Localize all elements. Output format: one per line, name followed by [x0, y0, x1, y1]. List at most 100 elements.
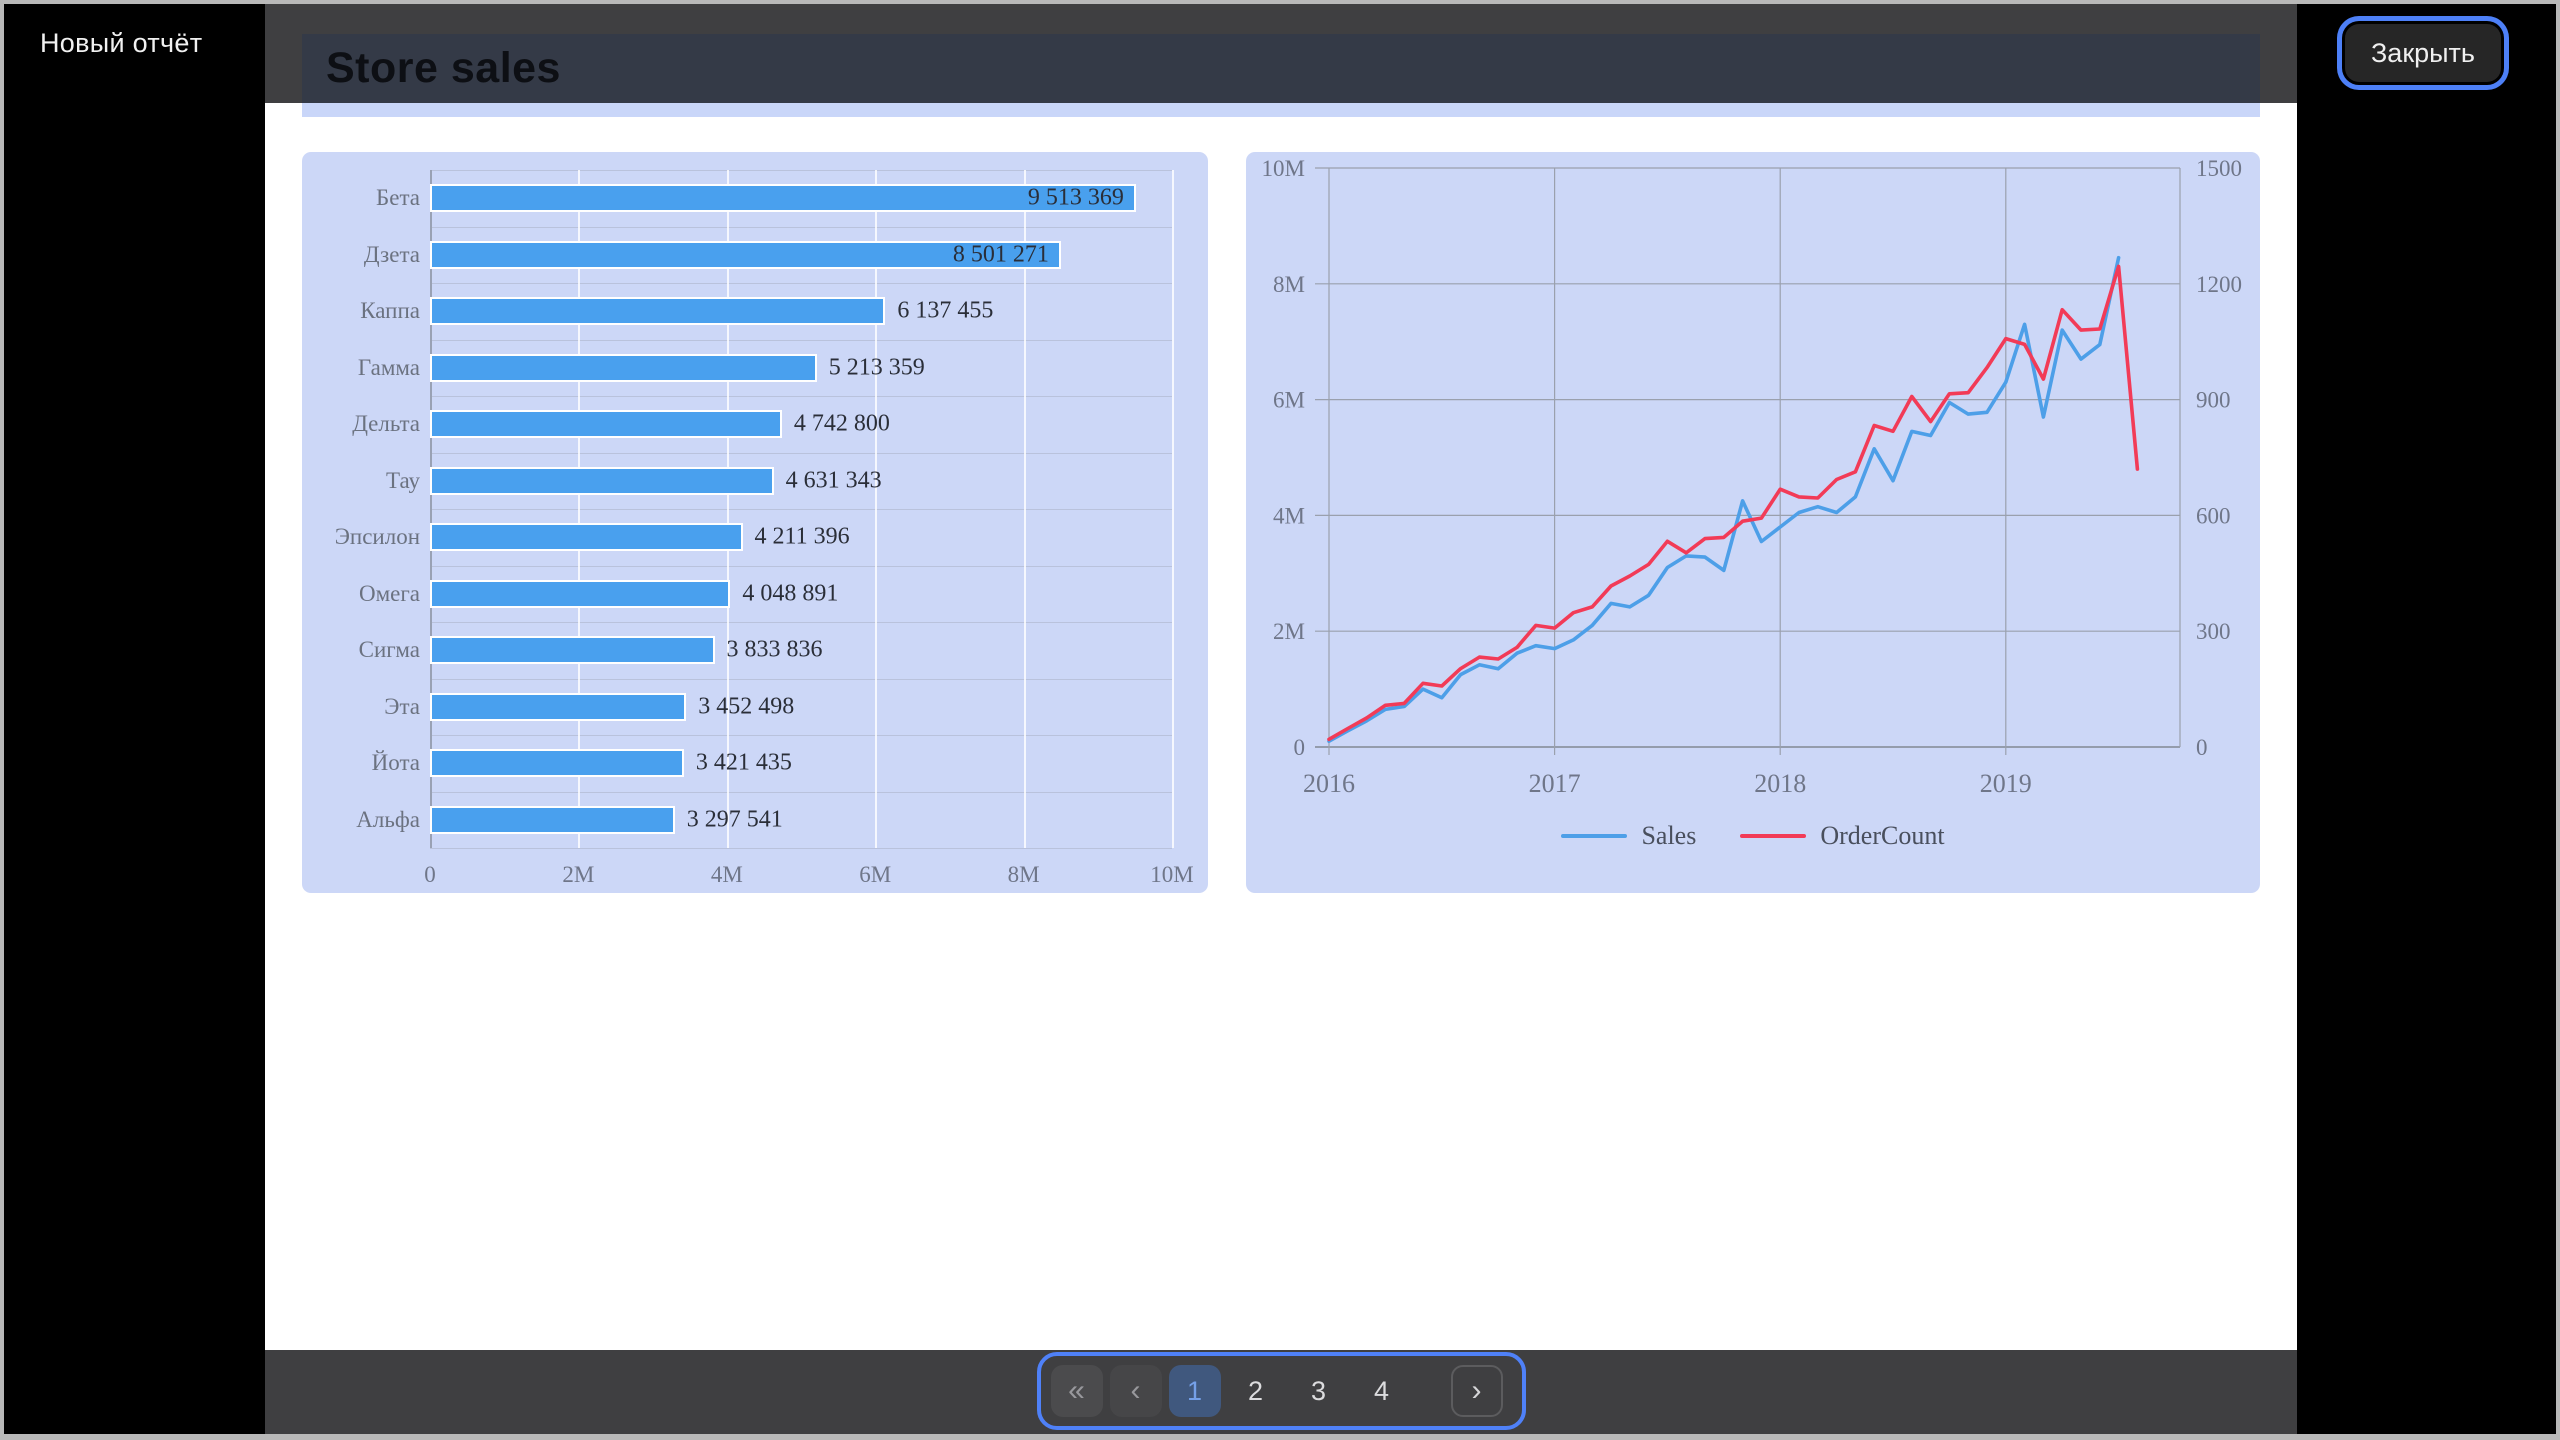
bar-plot: Бета 9 513 369 Дзета 8 501 271 Каппа 6 137 45… [335, 170, 1194, 887]
line-x-axis-tick-label: 2018 [1754, 769, 1806, 798]
bar-grid-hline [430, 565, 1172, 567]
bar[interactable] [430, 297, 886, 326]
report-name-label: Новый отчёт [40, 28, 203, 58]
bar-grid-hline [430, 283, 1172, 284]
line-left-axis-tick-label: 0 [1294, 735, 1306, 760]
bar-value-label: 3 421 435 [695, 749, 792, 776]
bar[interactable] [430, 353, 817, 382]
bar-grid-hline [430, 848, 1172, 849]
bar[interactable] [430, 805, 675, 834]
line-right-axis-tick-label: 600 [2196, 503, 2231, 528]
bar-x-axis-tick-label: 4M [710, 862, 743, 887]
bar[interactable] [430, 410, 782, 439]
legend-item-sales[interactable]: Sales [1561, 821, 1696, 851]
bar-category-label: Каппа [360, 298, 420, 324]
bar-category-label: Тау [385, 467, 420, 493]
line-right-axis-tick-label: 300 [2196, 619, 2231, 644]
pagination-page-2-button[interactable]: 2 [1228, 1365, 1284, 1417]
bar[interactable] [430, 579, 731, 608]
bar-category-label: Дельта [352, 411, 420, 437]
bar-x-axis-tick-label: 0 [424, 862, 436, 887]
bar-value-label: 3 297 541 [686, 806, 783, 833]
bar[interactable] [430, 184, 1136, 213]
legend-line-swatch [1740, 834, 1807, 838]
pagination-prev-button[interactable]: ‹ [1109, 1365, 1162, 1417]
bar-grid-hline [430, 170, 1172, 171]
series-ordercount-line[interactable] [1327, 264, 2140, 742]
bar-grid-hline [430, 509, 1172, 510]
bar-value-label: 4 631 343 [785, 467, 882, 494]
bar-grid-vline [1172, 170, 1174, 848]
bar-x-axis-tick-label: 8M [1007, 862, 1040, 887]
line-right-axis-tick-label: 0 [2196, 735, 2208, 760]
bar-y-axis-line [430, 170, 432, 848]
bar-chart-widget: Бета 9 513 369 Дзета 8 501 271 Каппа 6 137 45… [302, 152, 1208, 893]
report-content-column: Store sales Бета 9 513 369 Дзета 8 501 271 К… [265, 4, 2297, 1434]
bar[interactable] [430, 466, 774, 495]
bar-grid-hline [430, 791, 1172, 793]
bar[interactable] [430, 692, 687, 721]
bar-value-label: 3 833 836 [726, 636, 823, 663]
bar[interactable] [430, 240, 1061, 269]
legend-item-ordercount[interactable]: OrderCount [1740, 821, 1945, 851]
pagination-page-1-button[interactable]: 1 [1168, 1365, 1221, 1417]
footer-band: « ‹ 1 2 3 4 › [265, 1350, 2297, 1434]
bar[interactable] [430, 523, 743, 552]
bar-value-label: 4 211 396 [754, 523, 850, 550]
bar-grid-vline [1023, 170, 1026, 848]
bar-grid-hline [430, 226, 1172, 228]
report-canvas: Бета 9 513 369 Дзета 8 501 271 Каппа 6 137 45… [265, 103, 2297, 1350]
bar-value-label: 9 513 369 [1027, 184, 1124, 211]
bar-grid-vline [578, 170, 581, 848]
bar-x-axis-tick-label: 6M [859, 862, 892, 887]
bar-grid-hline [430, 622, 1172, 623]
bar-grid-vline [726, 170, 729, 848]
bar[interactable] [430, 636, 715, 665]
line-left-axis-tick-label: 6M [1273, 388, 1305, 413]
line-x-axis-tick-label: 2016 [1303, 769, 1355, 798]
line-left-axis-tick-label: 4M [1273, 503, 1305, 528]
bar-category-label: Альфа [356, 806, 420, 832]
pagination-first-button[interactable]: « [1050, 1365, 1103, 1417]
bar-value-label: 5 213 359 [828, 354, 925, 381]
report-title-block[interactable]: Store sales [302, 34, 2260, 103]
legend-label: OrderCount [1820, 821, 1945, 850]
bar-category-label: Йота [371, 750, 420, 776]
page-title: Store sales [326, 44, 561, 92]
pagination-page-3-button[interactable]: 3 [1291, 1365, 1347, 1417]
app-window: Новый отчёт Store sales Бета 9 513 369 Дзе… [4, 4, 2556, 1434]
bar-x-axis-tick-label: 10M [1150, 862, 1194, 887]
close-button[interactable]: Закрыть [2345, 24, 2501, 82]
bar-grid-hline [430, 452, 1172, 454]
series-sales-line[interactable] [1327, 255, 2121, 744]
pagination-page-4-button[interactable]: 4 [1354, 1365, 1410, 1417]
bar-value-label: 3 452 498 [698, 693, 795, 720]
line-right-axis-tick-label: 1500 [2196, 156, 2242, 181]
bar-category-label: Эта [384, 693, 420, 719]
bar-category-label: Омега [358, 580, 420, 606]
bar-value-label: 6 137 455 [897, 297, 994, 324]
legend-line-swatch [1561, 834, 1628, 838]
bar-value-label: 8 501 271 [952, 241, 1049, 268]
bar-category-label: Гамма [357, 354, 420, 380]
bar-grid-vline [875, 170, 878, 848]
bar-grid-hline [430, 396, 1172, 397]
bar-value-label: 4 048 891 [742, 580, 839, 607]
line-left-axis-tick-label: 10M [1262, 156, 1305, 181]
pagination-next-button[interactable]: › [1450, 1365, 1503, 1417]
line-chart-widget: 10M 1500 8M 1200 6M 900 4M 600 2M 300 0 0 2016 2017 20… [1246, 152, 2260, 893]
left-black-panel: Новый отчёт [4, 4, 265, 1434]
line-chart-svg: 10M 1500 8M 1200 6M 900 4M 600 2M 300 0 0 2016 2017 20… [1262, 156, 2242, 798]
line-chart-legend: Sales OrderCount [1246, 816, 2260, 856]
bar-grid-hline [430, 339, 1172, 341]
pagination: « ‹ 1 2 3 4 › [1036, 1352, 1526, 1430]
bar[interactable] [430, 749, 684, 778]
legend-label: Sales [1641, 821, 1697, 850]
bar-value-label: 4 742 800 [793, 410, 890, 437]
bar-grid-hline [430, 735, 1172, 736]
title-selection-strip [302, 103, 2260, 117]
line-right-axis-tick-label: 1200 [2196, 272, 2242, 297]
line-left-axis-tick-label: 8M [1273, 272, 1305, 297]
bar-x-axis-tick-label: 2M [562, 862, 595, 887]
bar-category-label: Дзета [363, 241, 420, 267]
